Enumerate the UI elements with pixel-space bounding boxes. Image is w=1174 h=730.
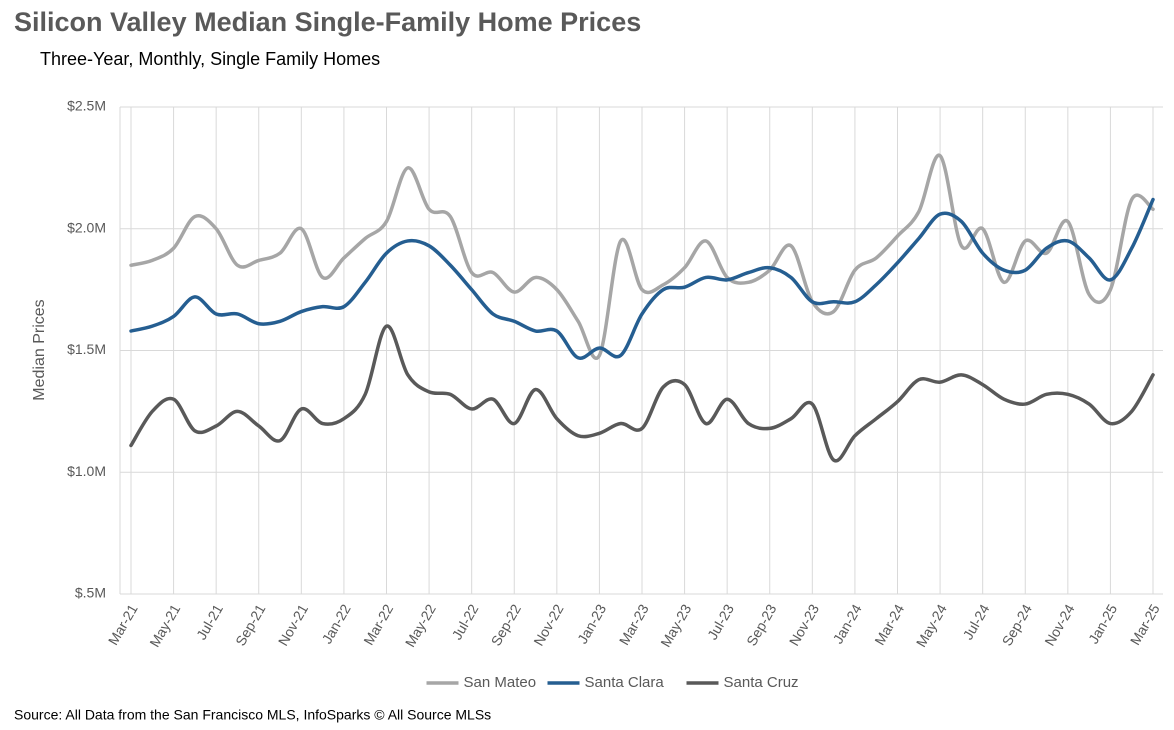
series-line bbox=[129, 324, 1155, 463]
y-tick-label: $2.5M bbox=[67, 98, 106, 114]
x-tick-label: Sep-23 bbox=[743, 601, 780, 648]
x-tick-label: Mar-24 bbox=[871, 601, 907, 648]
y-tick-label: $.5M bbox=[75, 585, 106, 601]
x-tick-label: May-23 bbox=[657, 601, 694, 650]
x-tick-label: May-21 bbox=[146, 601, 183, 650]
x-tick-label: Mar-21 bbox=[105, 601, 141, 648]
source-note: Source: All Data from the San Francisco … bbox=[14, 707, 491, 723]
x-tick-label: Nov-21 bbox=[275, 601, 312, 648]
legend-label: Santa Clara bbox=[585, 674, 665, 691]
x-tick-label: Nov-22 bbox=[530, 601, 567, 648]
x-tick-label: Mar-22 bbox=[360, 601, 396, 648]
x-tick-label: Jul-23 bbox=[704, 601, 737, 642]
x-tick-label: Sep-21 bbox=[232, 601, 269, 648]
x-tick-label: Jan-22 bbox=[318, 601, 353, 646]
y-tick-label: $1.0M bbox=[67, 463, 106, 479]
legend-label: Santa Cruz bbox=[724, 674, 799, 691]
y-tick-label: $1.5M bbox=[67, 341, 106, 357]
x-tick-label: Jan-24 bbox=[829, 601, 864, 646]
y-tick-label: $2.0M bbox=[67, 219, 106, 235]
y-axis-title: Median Prices bbox=[31, 299, 48, 400]
x-tick-label: Jan-25 bbox=[1085, 601, 1120, 646]
chart-title: Silicon Valley Median Single-Family Home… bbox=[14, 7, 641, 37]
x-tick-label: Mar-23 bbox=[616, 601, 652, 648]
x-tick-label: May-22 bbox=[402, 601, 439, 650]
series-line bbox=[129, 153, 1155, 360]
chart-subtitle: Three-Year, Monthly, Single Family Homes bbox=[40, 49, 380, 69]
legend-label: San Mateo bbox=[464, 674, 537, 691]
series-line bbox=[129, 197, 1155, 360]
x-tick-label: Sep-22 bbox=[488, 601, 525, 648]
x-tick-label: Nov-23 bbox=[786, 601, 823, 648]
x-tick-label: May-24 bbox=[913, 601, 950, 650]
x-tick-label: Jul-22 bbox=[449, 601, 482, 642]
x-tick-label: Nov-24 bbox=[1041, 601, 1078, 648]
x-tick-label: Jul-21 bbox=[193, 601, 226, 642]
x-tick-label: Mar-25 bbox=[1127, 601, 1163, 648]
x-tick-label: Jul-24 bbox=[960, 601, 993, 642]
x-tick-label: Jan-23 bbox=[574, 601, 609, 646]
x-tick-label: Sep-24 bbox=[999, 601, 1036, 648]
